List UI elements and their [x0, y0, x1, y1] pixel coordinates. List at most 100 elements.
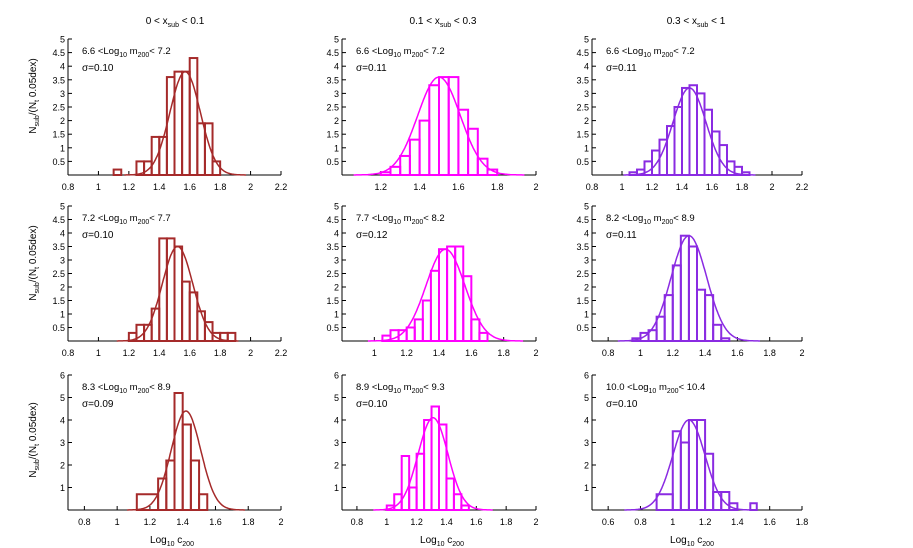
y-tick-label: 1.5 — [326, 130, 339, 140]
mass-range-label: 10.0 <Log10 m200< 10.4 — [606, 382, 705, 395]
y-tick-label: 3 — [584, 256, 589, 266]
histogram-bar — [679, 234, 690, 342]
y-tick-label: 2 — [584, 461, 589, 471]
y-tick-label: 5 — [334, 393, 339, 403]
histogram-bar — [655, 315, 666, 343]
x-tick-label: 1.8 — [214, 182, 227, 192]
x-tick-label: 0.8 — [586, 182, 599, 192]
histogram-bar — [203, 122, 214, 176]
histogram-bar — [673, 106, 683, 176]
y-tick-label: 2 — [60, 116, 65, 126]
x-tick-label: 1.6 — [209, 517, 222, 527]
x-tick-label: 1.8 — [242, 517, 255, 527]
histogram-bar — [423, 419, 433, 511]
x-tick-label: 1.2 — [400, 348, 413, 358]
y-tick-label: 1 — [60, 483, 65, 493]
y-tick-label: 5 — [584, 202, 589, 212]
histogram-bar — [720, 491, 731, 511]
y-tick-label: 4 — [584, 62, 589, 72]
y-tick-label: 1 — [334, 310, 339, 320]
y-tick-label: 4 — [334, 416, 339, 426]
gaussian-fit-curve — [623, 87, 756, 176]
histogram-bar — [428, 84, 440, 176]
x-tick-label: 2 — [278, 517, 283, 527]
sigma-label: σ=0.11 — [606, 63, 637, 74]
y-tick-label: 5 — [60, 35, 65, 45]
y-tick-label: 4 — [584, 229, 589, 239]
x-tick-label: 2.2 — [275, 348, 288, 358]
y-tick-label: 1 — [584, 310, 589, 320]
histogram-bar — [181, 70, 191, 176]
panel-r2-c2: 1 2 3 4 5 6 0.6 0.8 1 1.2 1.4 1.6 1.8 10.0 <Log10 m20… — [584, 371, 808, 528]
mass-range-label: 8.9 <Log10 m200< 9.3 — [356, 382, 445, 395]
histogram-bar — [681, 86, 691, 176]
histogram-bar — [429, 269, 440, 342]
mass-range-label: 6.6 <Log10 m200< 7.2 — [82, 46, 171, 59]
histogram-bar — [462, 275, 473, 343]
y-tick-label: 2 — [60, 461, 65, 471]
x-tick-label: 2.2 — [275, 182, 288, 192]
x-tick-label: 1.6 — [706, 182, 719, 192]
panel-r2-c0: 1 2 3 4 5 6 0.8 1 1.2 1.4 1.6 1.8 2 8.3 <Log10 m200< … — [60, 371, 284, 528]
x-tick-label: 1.4 — [153, 182, 166, 192]
histogram-bar — [421, 299, 432, 342]
x-tick-label: 1.2 — [123, 348, 136, 358]
histogram-bar — [663, 294, 674, 343]
y-tick-label: 3.5 — [576, 242, 589, 252]
x-tick-label: 1.2 — [667, 348, 680, 358]
panel-r1-c2: 0.5 1 1.5 2 2.5 3 3.5 4 4.5 5 0.8 1 1.2 1.4 1.6 1.8 2 8.2… — [576, 202, 804, 359]
y-tick-label: 4.5 — [326, 48, 339, 58]
y-tick-label: 4 — [584, 416, 589, 426]
histogram-bar — [181, 423, 192, 511]
x-tick-label: 0.8 — [78, 517, 91, 527]
y-tick-label: 3 — [60, 438, 65, 448]
y-tick-label: 5 — [584, 393, 589, 403]
panel-r0-c0: 0.5 1 1.5 2 2.5 3 3.5 4 4.5 5 0.8 1 1.2 1.4 1.6 1.8 2 2.2… — [52, 35, 287, 193]
histogram-bar — [452, 493, 463, 511]
histogram-bar — [438, 248, 449, 342]
x-tick-label: 2 — [799, 348, 804, 358]
x-tick-label: 1.8 — [500, 517, 513, 527]
x-tick-label: 2.2 — [796, 182, 809, 192]
x-tick-label: 0.6 — [602, 517, 615, 527]
y-tick-label: 1 — [60, 310, 65, 320]
x-tick-label: 1 — [384, 517, 389, 527]
histogram-bar — [173, 392, 184, 511]
y-tick-label: 3 — [60, 89, 65, 99]
y-tick-label: 4 — [60, 62, 65, 72]
y-tick-label: 1 — [584, 483, 589, 493]
histogram-bar — [467, 127, 479, 176]
histogram-bar — [150, 307, 161, 343]
y-axis-label-row-2: Nsub/(Nt 0.05dex) — [28, 402, 41, 478]
y-tick-label: 3.5 — [52, 242, 65, 252]
y-tick-label: 2 — [584, 283, 589, 293]
mass-range-label: 8.2 <Log10 m200< 8.9 — [606, 213, 695, 226]
sigma-label: σ=0.10 — [606, 399, 638, 410]
histogram-bar — [704, 294, 715, 343]
y-tick-label: 1.5 — [52, 130, 65, 140]
y-tick-label: 3 — [334, 89, 339, 99]
y-tick-label: 3.5 — [576, 75, 589, 85]
y-tick-label: 0.5 — [52, 323, 65, 333]
column-title-2: 0.3 < xsub < 1 — [667, 16, 726, 29]
histogram-bar — [445, 477, 455, 511]
histogram-bar — [446, 245, 457, 342]
histogram-bar — [188, 291, 199, 342]
x-axis-label-col-2: Log10 c200 — [670, 535, 714, 548]
histogram-bar — [447, 76, 460, 176]
x-tick-label: 1.6 — [183, 182, 196, 192]
x-tick-label: 1.6 — [183, 348, 196, 358]
x-axis-label-col-0: Log10 c200 — [150, 535, 194, 548]
x-tick-label: 1.4 — [699, 348, 712, 358]
histogram-bar — [720, 337, 731, 342]
histogram-bar — [704, 452, 715, 511]
y-tick-label: 3 — [584, 438, 589, 448]
y-tick-label: 1 — [334, 143, 339, 153]
histogram-bar — [651, 149, 661, 177]
x-tick-label: 1 — [638, 348, 643, 358]
x-tick-label: 1.8 — [491, 182, 504, 192]
gaussian-fit-curve — [353, 76, 525, 176]
x-axis-label-col-1: Log10 c200 — [420, 535, 464, 548]
y-tick-label: 2 — [334, 283, 339, 293]
x-tick-label: 1.8 — [736, 182, 749, 192]
